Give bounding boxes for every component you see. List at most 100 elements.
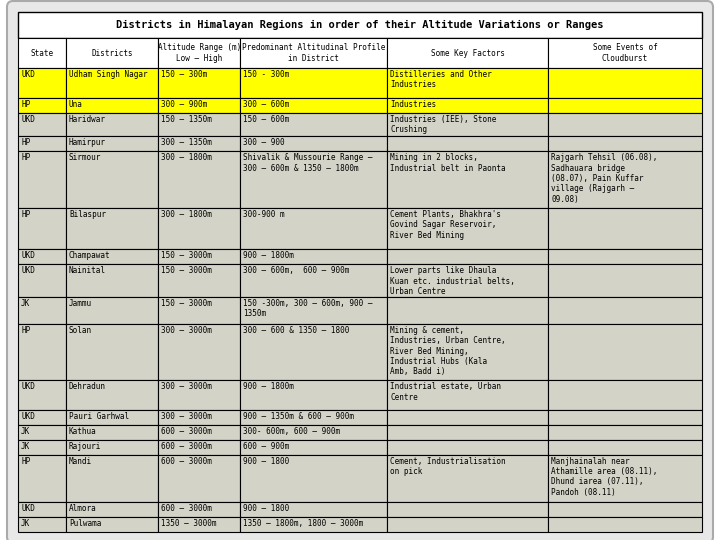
Bar — [18, 517, 66, 532]
Bar — [240, 68, 387, 98]
Text: Predominant Altitudinal Profile
in District: Predominant Altitudinal Profile in Distr… — [242, 43, 385, 63]
Bar — [387, 208, 548, 249]
Bar — [240, 98, 387, 113]
Bar — [66, 425, 158, 440]
Text: Kathua: Kathua — [69, 427, 96, 436]
Bar — [18, 264, 66, 297]
Bar — [387, 425, 548, 440]
Text: UKD: UKD — [21, 114, 35, 124]
Bar — [240, 440, 387, 455]
Bar — [240, 324, 387, 380]
Bar — [387, 502, 548, 517]
Bar — [18, 324, 66, 380]
Text: 150 - 300m: 150 - 300m — [243, 70, 289, 79]
Text: Hamirpur: Hamirpur — [69, 138, 106, 147]
Bar — [548, 324, 702, 380]
Bar — [387, 324, 548, 380]
Text: Industrial estate, Urban
Centre: Industrial estate, Urban Centre — [390, 382, 501, 402]
Bar — [66, 324, 158, 380]
Text: 150 – 3000m: 150 – 3000m — [161, 252, 212, 260]
Bar — [18, 137, 66, 151]
Text: 150 – 1350m: 150 – 1350m — [161, 114, 212, 124]
Text: Manjhainalah near
Athamille area (08.11),
Dhund iarea (07.11),
Pandoh (08.11): Manjhainalah near Athamille area (08.11)… — [551, 457, 657, 497]
Bar — [387, 113, 548, 137]
Text: 150 – 3000m: 150 – 3000m — [161, 299, 212, 308]
Bar — [240, 208, 387, 249]
Bar — [240, 297, 387, 324]
Bar — [387, 68, 548, 98]
Bar — [66, 38, 158, 68]
Bar — [18, 410, 66, 425]
Text: Altitude Range (m)
Low – High: Altitude Range (m) Low – High — [158, 43, 241, 63]
Bar — [158, 151, 240, 208]
Bar — [158, 137, 240, 151]
Bar — [66, 151, 158, 208]
Text: HP: HP — [21, 138, 30, 147]
Bar — [158, 440, 240, 455]
Text: Some Key Factors: Some Key Factors — [431, 49, 505, 57]
Text: Pulwama: Pulwama — [69, 519, 102, 528]
Bar — [240, 38, 387, 68]
Text: 300 – 3000m: 300 – 3000m — [161, 382, 212, 392]
Text: Distilleries and Other
Industries: Distilleries and Other Industries — [390, 70, 492, 90]
Bar — [548, 249, 702, 264]
Text: 300 – 1800m: 300 – 1800m — [161, 153, 212, 163]
Bar — [548, 264, 702, 297]
Text: Solan: Solan — [69, 326, 92, 335]
Bar — [18, 113, 66, 137]
Text: 900 – 1800: 900 – 1800 — [243, 504, 289, 513]
Bar — [240, 455, 387, 502]
Text: 150 -300m, 300 – 600m, 900 –
1350m: 150 -300m, 300 – 600m, 900 – 1350m — [243, 299, 373, 319]
Bar — [158, 517, 240, 532]
Text: JK: JK — [21, 427, 30, 436]
Text: 150 – 600m: 150 – 600m — [243, 114, 289, 124]
Text: HP: HP — [21, 326, 30, 335]
Text: Mining & cement,
Industries, Urban Centre,
River Bed Mining,
Industrial Hubs (Ka: Mining & cement, Industries, Urban Centr… — [390, 326, 506, 376]
Text: 900 – 1800m: 900 – 1800m — [243, 382, 294, 392]
Text: Champawat: Champawat — [69, 252, 110, 260]
Text: Industries: Industries — [390, 100, 436, 109]
Text: 600 – 3000m: 600 – 3000m — [161, 427, 212, 436]
Text: 900 – 1800: 900 – 1800 — [243, 457, 289, 465]
Bar — [548, 68, 702, 98]
Bar — [66, 208, 158, 249]
Bar — [548, 517, 702, 532]
Bar — [240, 502, 387, 517]
Text: 600 – 3000m: 600 – 3000m — [161, 504, 212, 513]
Bar — [240, 425, 387, 440]
Bar — [387, 98, 548, 113]
Text: 900 – 1800m: 900 – 1800m — [243, 252, 294, 260]
Text: Jammu: Jammu — [69, 299, 92, 308]
Bar — [66, 113, 158, 137]
Text: 150 – 300m: 150 – 300m — [161, 70, 207, 79]
Bar — [66, 380, 158, 410]
Bar — [66, 249, 158, 264]
Text: Shivalik & Mussourie Range –
300 – 600m & 1350 – 1800m: Shivalik & Mussourie Range – 300 – 600m … — [243, 153, 373, 173]
Bar — [158, 249, 240, 264]
Bar — [158, 425, 240, 440]
Text: Udham Singh Nagar: Udham Singh Nagar — [69, 70, 148, 79]
Bar — [387, 380, 548, 410]
Text: Rajouri: Rajouri — [69, 442, 102, 451]
Bar — [548, 208, 702, 249]
Text: Districts in Himalayan Regions in order of their Altitude Variations or Ranges: Districts in Himalayan Regions in order … — [116, 20, 604, 30]
Bar — [158, 324, 240, 380]
Text: 600 – 900m: 600 – 900m — [243, 442, 289, 451]
Text: 1350 – 3000m: 1350 – 3000m — [161, 519, 217, 528]
Bar — [387, 151, 548, 208]
Bar — [158, 264, 240, 297]
Bar — [387, 249, 548, 264]
Bar — [18, 68, 66, 98]
Bar — [387, 38, 548, 68]
Bar — [548, 440, 702, 455]
Bar — [66, 264, 158, 297]
Bar — [18, 38, 66, 68]
Text: JK: JK — [21, 519, 30, 528]
Bar — [66, 297, 158, 324]
Text: 300 – 900m: 300 – 900m — [161, 100, 207, 109]
Bar — [158, 502, 240, 517]
Bar — [18, 380, 66, 410]
Text: 300 – 3000m: 300 – 3000m — [161, 412, 212, 421]
Text: Lower parts like Dhaula
Kuan etc. industrial belts,
Urban Centre: Lower parts like Dhaula Kuan etc. indust… — [390, 266, 516, 296]
Bar — [66, 440, 158, 455]
